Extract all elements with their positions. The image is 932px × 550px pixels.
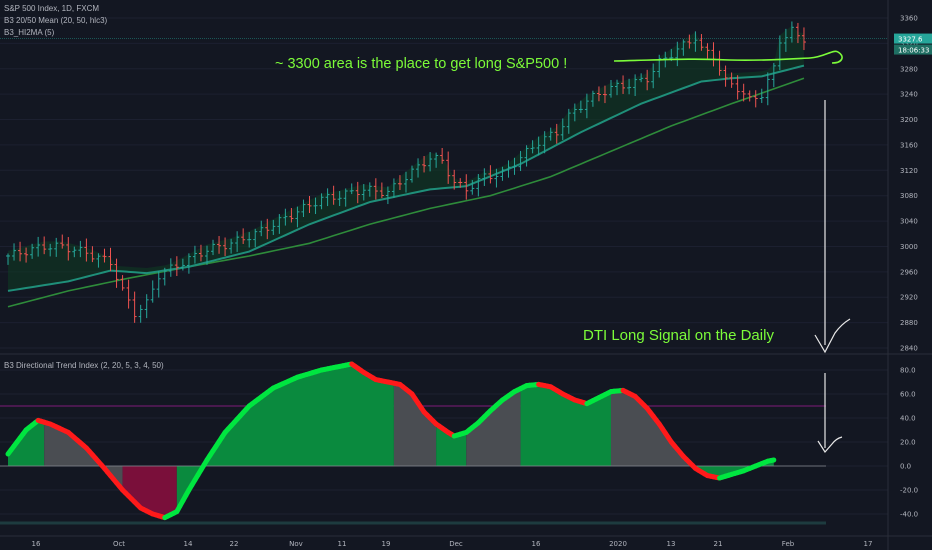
dti-fill-region	[466, 388, 521, 466]
time-tick-label: Nov	[289, 540, 303, 548]
last-price-badge: 3327.6	[898, 36, 923, 44]
arrow-down-head	[814, 318, 851, 354]
indicator-mean-label[interactable]: B3 20/50 Mean (20, 50, hlc3)	[4, 16, 108, 25]
annotation-long-area: ~ 3300 area is the place to get long S&P…	[275, 56, 567, 72]
price-tick-label: 3320	[900, 40, 918, 48]
indicator-hi2ma-label[interactable]: B3_HI2MA (5)	[4, 28, 55, 37]
dti-fill-region	[8, 420, 45, 466]
time-tick-label: 17	[864, 540, 873, 548]
dti-fill-region	[436, 424, 467, 466]
time-tick-label: 2020	[609, 540, 627, 548]
symbol-title[interactable]: S&P 500 Index, 1D, FXCM	[4, 4, 100, 13]
price-tick-label: 3080	[900, 192, 918, 200]
axes: 3360 3320 3280 3240 3200 3160 3120 3080 3040 3000…	[32, 15, 932, 548]
dti-fill-region	[393, 383, 437, 466]
time-tick-label: 14	[184, 540, 193, 548]
price-tick-label: 3200	[900, 116, 918, 124]
time-tick-label: 13	[667, 540, 676, 548]
arrow-signal-head	[817, 436, 843, 453]
price-tick-label: 3280	[900, 65, 918, 73]
price-tick-label: 2840	[900, 345, 918, 353]
price-tick-label: 3160	[900, 141, 918, 149]
oscillator-title[interactable]: B3 Directional Trend Index (2, 20, 5, 3,…	[4, 361, 164, 370]
price-pane[interactable]	[0, 21, 888, 323]
price-tick-label: 3120	[900, 167, 918, 175]
price-tick-label: 2920	[900, 294, 918, 302]
price-tick-label: 3240	[900, 91, 918, 99]
dti-tick-label: 20.0	[900, 439, 916, 447]
dti-line-segment	[768, 457, 777, 464]
dti-fill-region	[176, 364, 394, 512]
countdown-badge-bg	[894, 44, 932, 55]
time-tick-label: 21	[714, 540, 723, 548]
price-tick-label: 3360	[900, 15, 918, 23]
annotation-underline-curve	[613, 50, 843, 64]
dti-tick-label: -40.0	[900, 511, 918, 519]
time-tick-label: 11	[338, 540, 347, 548]
dti-tick-label: 0.0	[900, 463, 911, 471]
annotation-dti-signal: DTI Long Signal on the Daily	[583, 327, 774, 344]
price-tick-label: 3000	[900, 243, 918, 251]
time-tick-label: Oct	[113, 540, 125, 548]
dti-tick-label: -20.0	[900, 487, 918, 495]
countdown-badge: 18:06:33	[898, 47, 929, 55]
mean-slow-line[interactable]	[7, 77, 805, 308]
dti-tick-label: 40.0	[900, 415, 916, 423]
dti-fill-region	[122, 466, 177, 518]
last-price-badge-bg	[894, 33, 932, 44]
dti-tick-label: 80.0	[900, 367, 916, 375]
dti-fill-region	[44, 422, 123, 490]
time-tick-label: 16	[532, 540, 541, 548]
time-tick-label: Dec	[449, 540, 463, 548]
time-tick-label: Feb	[782, 540, 795, 548]
price-tick-label: 2960	[900, 268, 918, 276]
mean-fast-line[interactable]	[7, 64, 805, 292]
dti-fill-region	[695, 460, 774, 478]
oscillator-pane[interactable]	[0, 361, 826, 525]
dti-tick-label: 60.0	[900, 391, 916, 399]
time-tick-label: 16	[32, 540, 41, 548]
price-tick-label: 2880	[900, 319, 918, 327]
time-tick-label: 22	[230, 540, 239, 548]
annotations-layer: ~ 3300 area is the place to get long S&P…	[275, 50, 851, 453]
time-tick-label: 19	[382, 540, 391, 548]
price-tick-label: 3040	[900, 218, 918, 226]
